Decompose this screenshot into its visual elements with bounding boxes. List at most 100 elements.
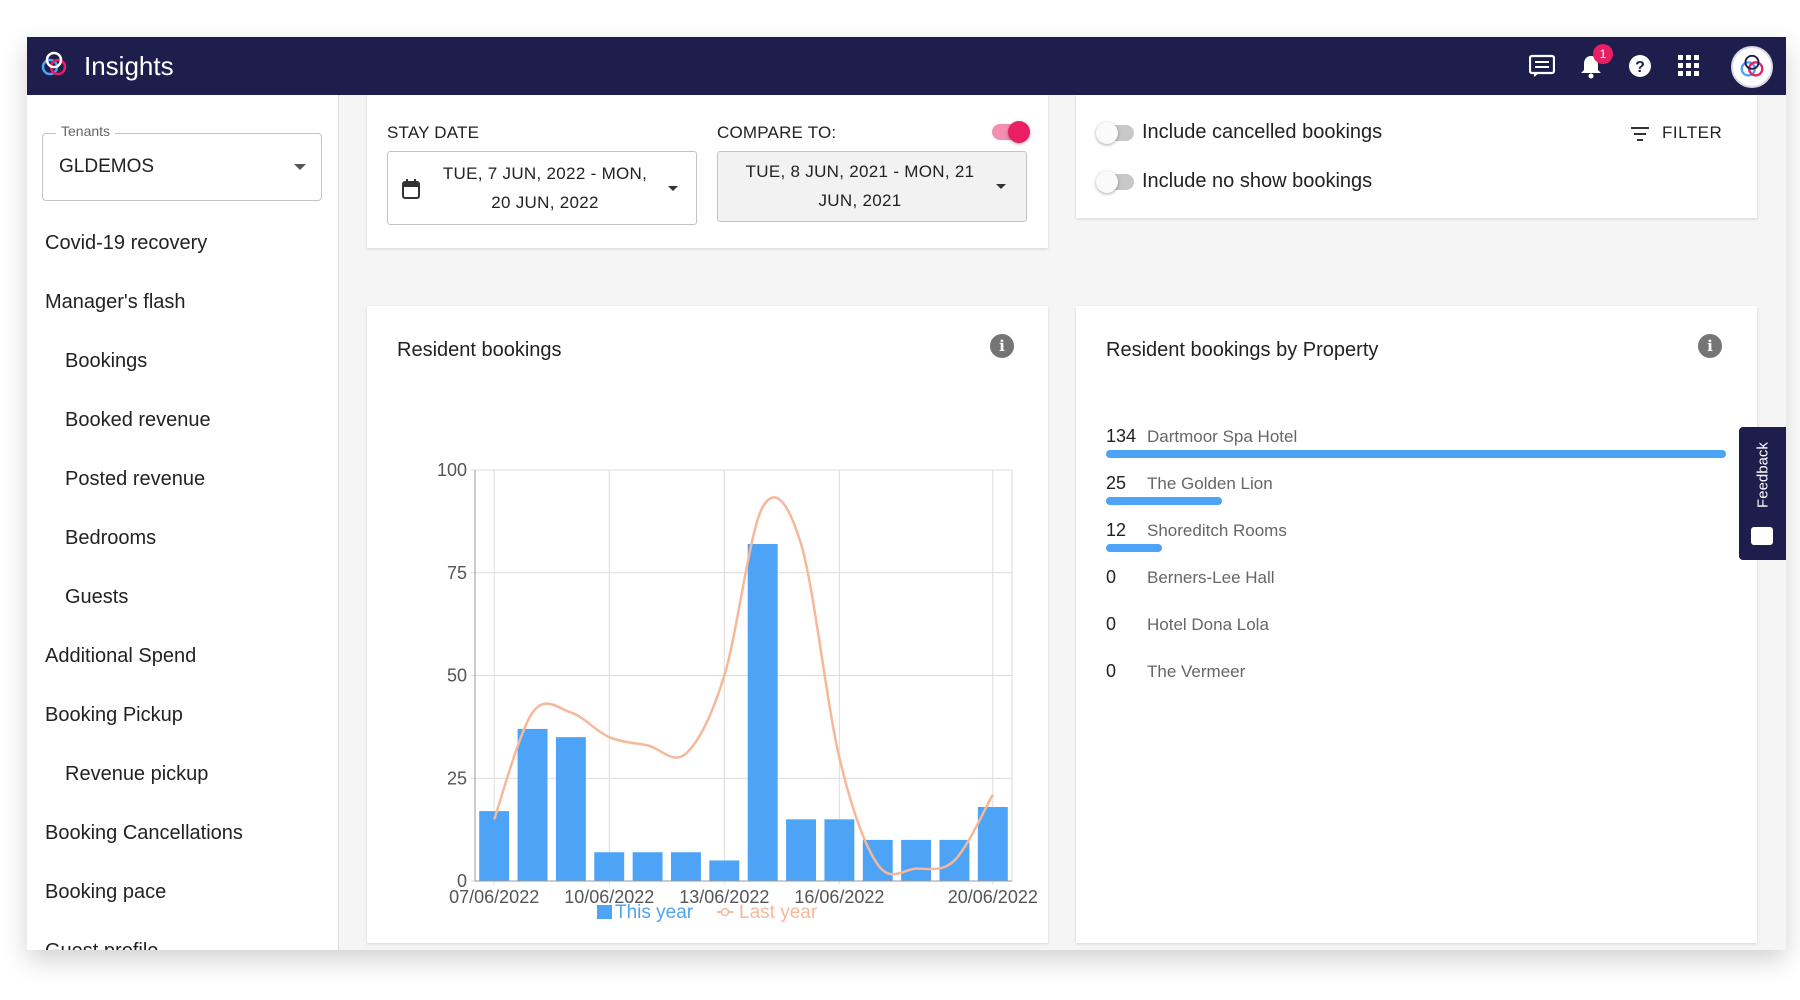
y-tick-label: 75 [447, 563, 467, 583]
apps-grid-icon[interactable] [1675, 52, 1703, 80]
last-year-line [493, 496, 994, 876]
app-title[interactable]: Insights [84, 51, 174, 81]
booking-options-card: Include cancelled bookings Include no sh… [1076, 95, 1757, 218]
property-row: 0 Berners-Lee Hall [1106, 567, 1726, 607]
stay-date-label: STAY DATE [387, 123, 480, 142]
compare-date-line2: JUN, 2021 [818, 191, 902, 210]
sidebar-item[interactable]: Booking Pickup [45, 704, 183, 726]
by-property-card: Resident bookings by Property i 134 Dartm… [1076, 306, 1757, 943]
feedback-smile-icon [1751, 527, 1773, 545]
compare-date-picker[interactable]: TUE, 8 JUN, 2021 - MON, 21 JUN, 2021 [717, 151, 1027, 222]
y-tick-label: 0 [457, 871, 467, 891]
svg-text:?: ? [1635, 59, 1645, 76]
resident-bookings-chart: 0 25 50 75 100 07/06/2022 10/06/2022 13/06/2022… [437, 460, 1038, 923]
stay-date-line1: TUE, 7 JUN, 2022 - MON, [442, 164, 648, 183]
chevron-down-icon [668, 186, 678, 191]
legend-this-year-swatch [597, 905, 612, 919]
sidebar-item[interactable]: Additional Spend [45, 645, 197, 667]
stay-date-picker[interactable]: TUE, 7 JUN, 2022 - MON, 20 JUN, 2022 [387, 151, 697, 225]
feedback-label: Feedback [1754, 442, 1772, 508]
bar [517, 728, 548, 881]
chevron-down-icon [294, 164, 306, 170]
tenant-value: GLDEMOS [59, 156, 155, 177]
property-row: 25 The Golden Lion [1106, 473, 1726, 513]
chevron-down-icon [996, 184, 1006, 189]
compare-to-toggle[interactable] [992, 121, 1030, 143]
account-avatar[interactable] [1731, 46, 1773, 88]
filter-icon [1631, 127, 1649, 141]
sidebar: GLDEMOS Tenants Covid-19 recovery Manager… [27, 95, 339, 950]
bell-icon[interactable]: 1 [1577, 44, 1613, 80]
sidebar-item[interactable]: Guest profile [45, 940, 158, 950]
x-tick-label: 10/06/2022 [564, 887, 654, 907]
y-tick-label: 50 [447, 666, 467, 686]
bar [977, 807, 1008, 881]
bar [632, 852, 663, 881]
y-tick-label: 25 [447, 768, 467, 788]
resident-bookings-title: Resident bookings [397, 339, 562, 361]
property-name: Dartmoor Spa Hotel [1147, 427, 1298, 446]
legend-last-year-marker [720, 907, 730, 917]
by-property-title: Resident bookings by Property [1106, 339, 1379, 361]
include-cancelled-label: Include cancelled bookings [1142, 121, 1383, 143]
insights-logo-icon [41, 51, 67, 76]
property-row: 0 The Vermeer [1106, 661, 1726, 701]
toggle-knob [1008, 121, 1030, 143]
sidebar-item[interactable]: Booked revenue [65, 409, 211, 431]
property-count: 134 [1106, 426, 1137, 446]
property-count: 0 [1106, 614, 1117, 634]
legend-last-year-label: Last year [739, 902, 818, 923]
tenant-label: Tenants [56, 123, 116, 139]
sidebar-item[interactable]: Bedrooms [65, 527, 157, 549]
help-icon[interactable]: ? [1626, 52, 1654, 80]
bar [901, 839, 932, 881]
sidebar-item[interactable]: Bookings [65, 350, 148, 372]
include-no-show-label: Include no show bookings [1142, 170, 1373, 192]
property-name: The Vermeer [1147, 662, 1246, 681]
chat-icon[interactable] [1528, 52, 1556, 80]
sidebar-item[interactable]: Posted revenue [65, 468, 206, 490]
resident-bookings-card: Resident bookings i 0 25 50 75 100 07/06/2022… [367, 306, 1048, 943]
sidebar-item[interactable]: Revenue pickup [65, 763, 209, 785]
chart-grid [471, 469, 1013, 885]
include-no-show-toggle[interactable] [1096, 171, 1134, 193]
bar [747, 543, 778, 881]
property-count: 12 [1106, 520, 1127, 540]
x-tick-label: 13/06/2022 [679, 887, 769, 907]
info-icon[interactable]: i [990, 334, 1014, 358]
toggle-knob [1096, 171, 1118, 193]
compare-to-label: COMPARE TO: [717, 123, 837, 142]
date-filter-card: STAY DATE TUE, 7 JUN, 2022 - MON, 20 JUN… [367, 95, 1048, 248]
tenant-select[interactable]: GLDEMOS [42, 133, 322, 201]
chart-legend: This year Last year [597, 902, 818, 923]
property-bar [1106, 544, 1162, 552]
bar [786, 819, 816, 881]
app-window: Insights 1 ? [27, 37, 1786, 950]
info-icon[interactable]: i [1698, 334, 1722, 358]
notification-badge: 1 [1593, 44, 1613, 64]
feedback-tab[interactable]: Feedback [1739, 427, 1786, 560]
stay-date-line2: 20 JUN, 2022 [491, 193, 599, 212]
bar [709, 860, 740, 881]
sidebar-item[interactable]: Booking pace [45, 881, 167, 903]
avatar-logo-icon [1740, 54, 1764, 77]
sidebar-item[interactable]: Guests [65, 586, 129, 608]
property-name: The Golden Lion [1147, 474, 1273, 493]
sidebar-item[interactable]: Booking Cancellations [45, 822, 243, 844]
bar [479, 811, 510, 881]
calendar-icon [402, 179, 420, 199]
property-bar [1106, 450, 1726, 458]
legend-this-year-label: This year [615, 902, 694, 923]
property-name: Hotel Dona Lola [1147, 615, 1269, 634]
property-row: 0 Hotel Dona Lola [1106, 614, 1726, 654]
x-tick-label: 20/06/2022 [948, 887, 1038, 907]
sidebar-item[interactable]: Covid-19 recovery [45, 232, 208, 254]
chart-line [493, 496, 994, 876]
bar [555, 737, 586, 881]
include-cancelled-toggle[interactable] [1096, 122, 1134, 144]
property-count: 25 [1106, 473, 1127, 493]
property-count: 0 [1106, 567, 1117, 587]
sidebar-item[interactable]: Manager's flash [45, 291, 186, 313]
y-tick-label: 100 [437, 460, 467, 480]
property-count: 0 [1106, 661, 1117, 681]
